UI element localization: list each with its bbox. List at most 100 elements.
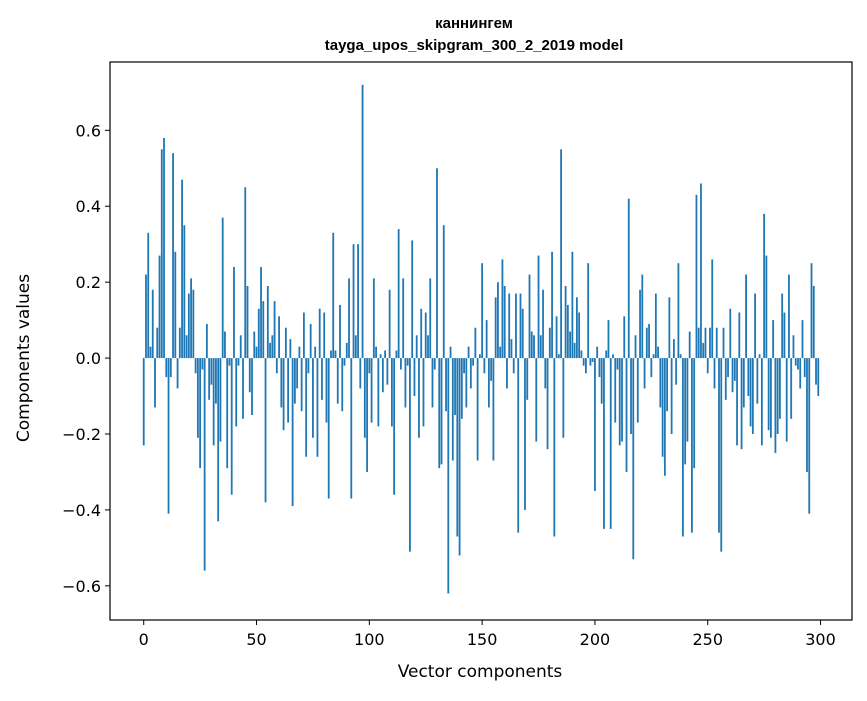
bar-265 (740, 358, 743, 450)
bar-181 (551, 251, 553, 359)
bar-114 (400, 358, 402, 370)
bar-105 (379, 354, 382, 359)
bar-0 (142, 358, 145, 446)
bar-192 (575, 297, 578, 359)
bar-149 (478, 354, 481, 359)
bar-223 (645, 327, 648, 359)
bar-243 (691, 358, 693, 533)
bar-33 (217, 358, 220, 522)
bar-229 (659, 358, 662, 408)
bar-189 (569, 331, 572, 359)
bar-179 (546, 358, 549, 450)
bar-267 (745, 274, 747, 359)
plot-frame (109, 61, 853, 621)
bar-76 (314, 346, 317, 359)
bar-294 (806, 358, 808, 472)
bar-54 (264, 358, 267, 503)
bar-270 (751, 358, 754, 434)
bar-138 (454, 358, 456, 416)
bar-232 (666, 358, 669, 412)
bar-247 (700, 183, 702, 359)
bar-60 (278, 316, 280, 359)
bar-274 (760, 358, 763, 446)
bar-169 (524, 358, 526, 510)
bar-211 (618, 358, 621, 446)
bar-64 (287, 358, 290, 423)
bar-77 (316, 358, 319, 457)
bar-56 (269, 342, 271, 359)
bar-230 (661, 358, 664, 457)
bar-166 (517, 358, 520, 533)
bar-72 (305, 358, 308, 457)
bar-61 (280, 358, 283, 408)
bar-296 (810, 263, 813, 359)
bar-96 (359, 358, 362, 389)
bar-164 (512, 358, 515, 374)
bar-2 (147, 232, 150, 359)
bar-106 (381, 358, 384, 393)
bar-119 (411, 240, 414, 359)
bar-256 (720, 358, 723, 552)
bar-191 (573, 342, 576, 359)
bar-258 (724, 358, 727, 400)
bar-75 (312, 358, 314, 438)
bar-40 (233, 266, 235, 359)
bar-158 (499, 346, 502, 359)
bar-276 (765, 255, 768, 359)
x-axis-ticks: 0 50 100 150 200 250 300 (139, 620, 836, 649)
y-tick-label: 0.0 (76, 349, 101, 368)
bar-295 (808, 358, 811, 514)
bar-49 (253, 331, 256, 359)
bar-194 (580, 350, 583, 359)
bar-231 (663, 358, 666, 476)
bar-147 (474, 327, 477, 359)
bar-41 (235, 358, 238, 427)
bar-244 (693, 358, 696, 469)
bar-140 (458, 358, 461, 556)
bar-199 (591, 358, 594, 362)
bar-23 (194, 358, 197, 374)
x-tick-label: 0 (139, 630, 149, 649)
bar-110 (390, 358, 393, 427)
bar-263 (736, 358, 738, 446)
bar-168 (521, 308, 524, 359)
bar-254 (715, 327, 718, 359)
bar-234 (670, 358, 673, 434)
bar-31 (212, 358, 215, 446)
bar-150 (481, 263, 484, 359)
chart-title: каннингем (435, 15, 513, 32)
bar-176 (539, 335, 542, 359)
bar-19 (185, 335, 188, 359)
bar-94 (354, 335, 357, 359)
bar-281 (776, 358, 779, 434)
bar-20 (187, 293, 190, 359)
bar-83 (330, 350, 332, 359)
bar-209 (614, 358, 617, 423)
bar-162 (508, 293, 511, 359)
bar-136 (449, 346, 452, 359)
bar-257 (722, 327, 725, 359)
bar-73 (307, 358, 310, 374)
bar-206 (607, 320, 610, 359)
bar-182 (553, 358, 556, 537)
bar-8 (160, 149, 163, 359)
bar-111 (393, 358, 396, 495)
bar-112 (395, 350, 398, 359)
bar-91 (348, 278, 350, 359)
bar-272 (756, 358, 759, 404)
bar-82 (327, 358, 330, 499)
bar-163 (510, 339, 513, 359)
bar-155 (492, 358, 495, 461)
bar-241 (686, 358, 689, 442)
bar-197 (587, 263, 590, 359)
bar-298 (815, 358, 817, 385)
bar-52 (260, 266, 262, 359)
bar-161 (506, 358, 508, 389)
y-tick-label: −0.6 (62, 577, 101, 596)
bar-13 (172, 153, 174, 359)
bar-101 (370, 358, 373, 423)
bar-289 (794, 358, 797, 366)
bar-130 (436, 168, 438, 359)
x-tick-label: 50 (246, 630, 266, 649)
bar-159 (501, 259, 504, 359)
